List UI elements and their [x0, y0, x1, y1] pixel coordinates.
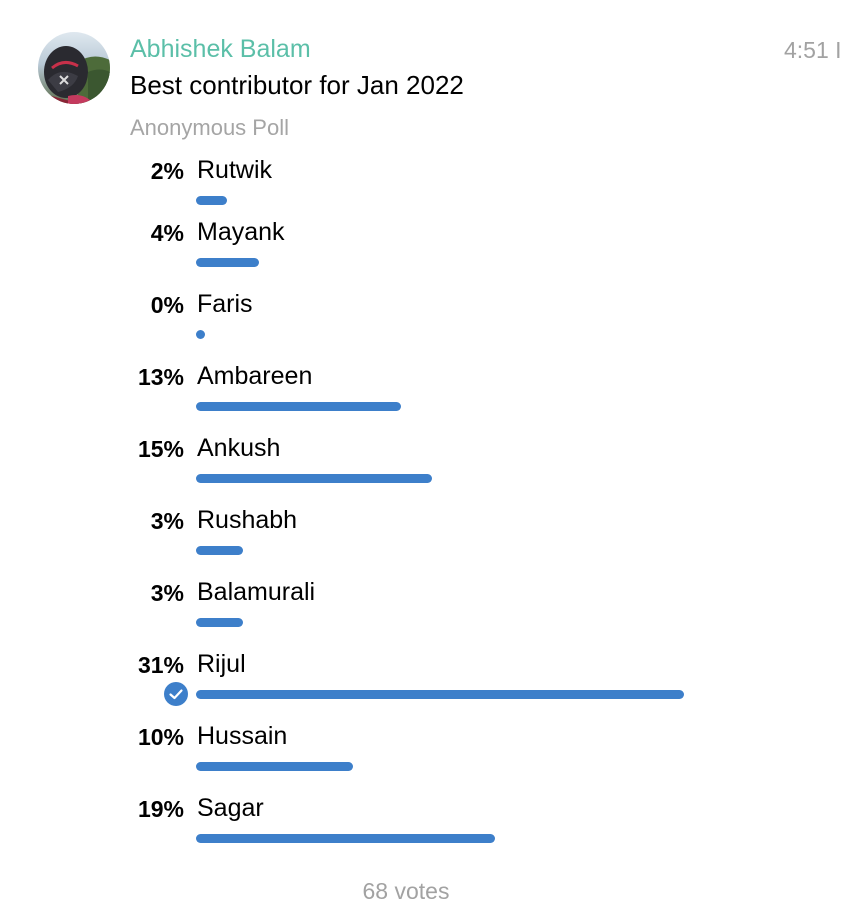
option-percent: 19% — [137, 796, 184, 822]
poll-option[interactable]: 0% Faris — [0, 282, 844, 354]
option-result-bar — [196, 834, 495, 843]
option-percent: 13% — [137, 364, 184, 390]
poll-option[interactable]: 13% Ambareen — [0, 354, 844, 426]
poll-options: 2% Rutwik 4% Mayank 0% Faris 13% Ambaree… — [0, 148, 844, 858]
option-label: Rushabh — [197, 506, 298, 534]
poll-option-selected[interactable]: 31% Rijul — [0, 642, 844, 714]
poll-option[interactable]: 4% Mayank — [0, 210, 844, 282]
option-result-bar — [196, 618, 243, 627]
option-label: Ambareen — [197, 362, 313, 390]
option-label: Sagar — [197, 794, 264, 822]
poll-option[interactable]: 3% Rushabh — [0, 498, 844, 570]
option-result-bar — [196, 546, 243, 555]
option-percent: 10% — [137, 724, 184, 750]
poll-option[interactable]: 3% Balamurali — [0, 570, 844, 642]
option-label: Mayank — [197, 218, 285, 246]
poll-option[interactable]: 19% Sagar — [0, 786, 844, 858]
poll-option[interactable]: 2% Rutwik — [0, 148, 844, 210]
option-label: Ankush — [197, 434, 281, 462]
option-result-bar — [196, 402, 401, 411]
option-result-bar — [196, 690, 684, 699]
option-label: Hussain — [197, 722, 288, 750]
option-percent: 2% — [150, 158, 184, 184]
option-label: Rijul — [197, 650, 246, 678]
avatar[interactable] — [38, 32, 110, 104]
option-label: Balamurali — [197, 578, 316, 606]
option-percent: 4% — [150, 220, 184, 246]
previous-message-fragment — [318, 0, 332, 2]
poll-question: Best contributor for Jan 2022 — [130, 70, 464, 100]
option-result-bar — [196, 258, 259, 267]
option-percent: 0% — [150, 292, 184, 318]
option-result-bar — [196, 762, 353, 771]
option-result-bar — [196, 330, 205, 339]
sender-name[interactable]: Abhishek Balam — [130, 35, 311, 63]
option-percent: 3% — [150, 580, 184, 606]
option-percent: 15% — [137, 436, 184, 462]
checkmark-icon — [164, 682, 188, 706]
message-timestamp: 4:51 I — [784, 37, 842, 63]
option-label: Faris — [197, 290, 253, 318]
poll-type-label: Anonymous Poll — [130, 115, 289, 140]
poll-option[interactable]: 15% Ankush — [0, 426, 844, 498]
option-result-bar — [196, 474, 432, 483]
option-label: Rutwik — [197, 156, 273, 184]
option-result-bar — [196, 196, 227, 205]
option-percent: 3% — [150, 508, 184, 534]
poll-option[interactable]: 10% Hussain — [0, 714, 844, 786]
total-votes[interactable]: 68 votes — [362, 878, 450, 904]
option-percent: 31% — [137, 652, 184, 678]
